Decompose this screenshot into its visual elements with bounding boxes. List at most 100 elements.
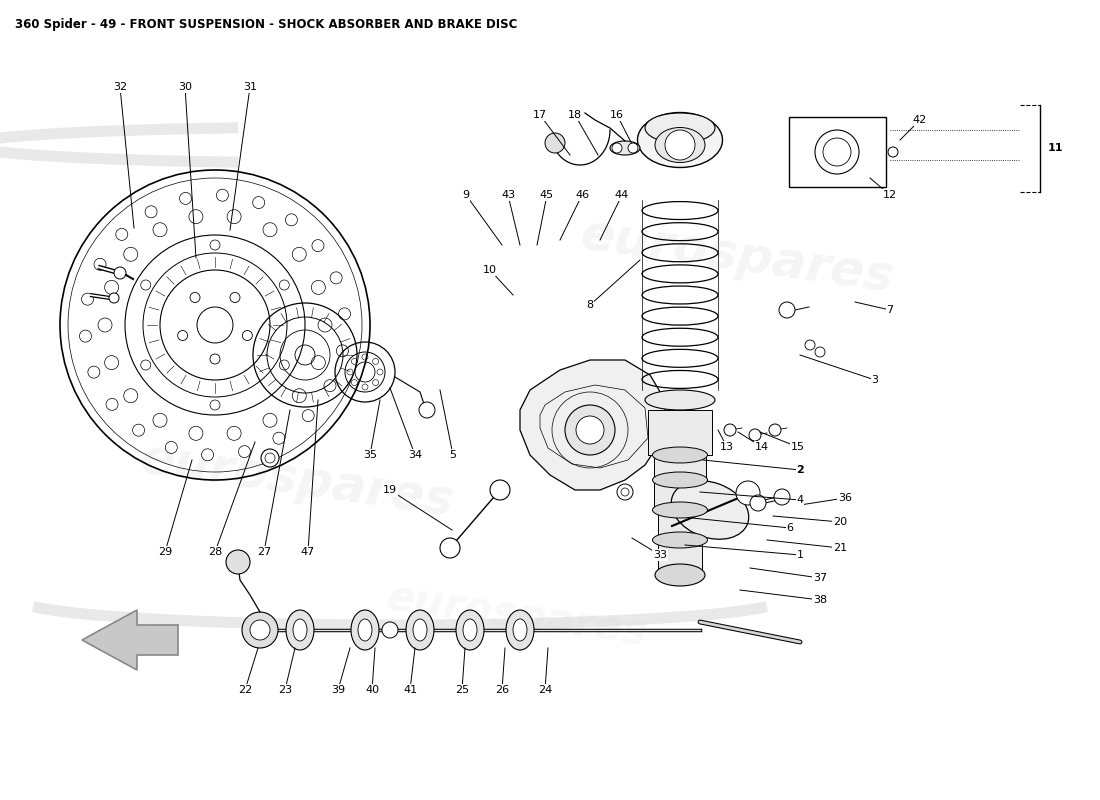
- Ellipse shape: [513, 619, 527, 641]
- Text: 34: 34: [408, 450, 422, 460]
- Polygon shape: [82, 610, 178, 670]
- Circle shape: [114, 267, 126, 279]
- Text: 10: 10: [483, 265, 497, 275]
- Text: 41: 41: [403, 685, 417, 695]
- Polygon shape: [520, 360, 666, 490]
- Circle shape: [815, 347, 825, 357]
- Text: 13: 13: [720, 442, 734, 452]
- Text: 24: 24: [538, 685, 552, 695]
- Text: 47: 47: [301, 547, 315, 557]
- Text: 40: 40: [365, 685, 380, 695]
- Text: 23: 23: [278, 685, 293, 695]
- Text: 31: 31: [243, 82, 257, 92]
- Text: 29: 29: [158, 547, 172, 557]
- Text: 6: 6: [786, 523, 793, 533]
- Text: 2: 2: [796, 465, 804, 475]
- Ellipse shape: [506, 610, 534, 650]
- Ellipse shape: [412, 619, 427, 641]
- Ellipse shape: [638, 113, 723, 167]
- Ellipse shape: [652, 447, 707, 463]
- Text: 3: 3: [871, 375, 879, 385]
- Text: 360 Spider - 49 - FRONT SUSPENSION - SHOCK ABSORBER AND BRAKE DISC: 360 Spider - 49 - FRONT SUSPENSION - SHO…: [15, 18, 517, 31]
- Circle shape: [419, 402, 435, 418]
- Circle shape: [242, 330, 252, 341]
- Text: 8: 8: [586, 300, 594, 310]
- Text: 7: 7: [887, 305, 893, 315]
- Ellipse shape: [351, 610, 380, 650]
- Polygon shape: [648, 410, 712, 455]
- Circle shape: [210, 354, 220, 364]
- Text: 26: 26: [495, 685, 509, 695]
- Text: 36: 36: [838, 493, 853, 503]
- Text: 1: 1: [796, 550, 803, 560]
- Circle shape: [612, 143, 621, 153]
- Circle shape: [178, 330, 188, 341]
- Text: 17: 17: [532, 110, 547, 120]
- Circle shape: [805, 340, 815, 350]
- Text: 19: 19: [383, 485, 397, 495]
- Text: 25: 25: [455, 685, 469, 695]
- Text: 15: 15: [791, 442, 805, 452]
- Polygon shape: [658, 510, 702, 570]
- Text: 27: 27: [257, 547, 271, 557]
- Text: eurospares: eurospares: [384, 577, 650, 655]
- Circle shape: [242, 612, 278, 648]
- Ellipse shape: [645, 113, 715, 143]
- Text: 30: 30: [178, 82, 192, 92]
- Circle shape: [190, 293, 200, 302]
- Text: 18: 18: [568, 110, 582, 120]
- Text: 33: 33: [653, 550, 667, 560]
- Polygon shape: [654, 455, 706, 510]
- Ellipse shape: [406, 610, 434, 650]
- Ellipse shape: [293, 619, 307, 641]
- Text: 14: 14: [755, 442, 769, 452]
- Circle shape: [724, 424, 736, 436]
- Circle shape: [490, 480, 510, 500]
- Text: 22: 22: [238, 685, 252, 695]
- Circle shape: [261, 449, 279, 467]
- Circle shape: [544, 133, 565, 153]
- Text: 42: 42: [913, 115, 927, 125]
- Ellipse shape: [652, 502, 707, 518]
- Circle shape: [628, 143, 638, 153]
- Circle shape: [769, 424, 781, 436]
- Circle shape: [226, 550, 250, 574]
- Ellipse shape: [654, 127, 705, 162]
- Circle shape: [250, 620, 270, 640]
- Text: 21: 21: [833, 543, 847, 553]
- Ellipse shape: [610, 141, 640, 155]
- Circle shape: [565, 405, 615, 455]
- Ellipse shape: [671, 481, 749, 539]
- Text: eurospares: eurospares: [138, 434, 456, 526]
- Text: 11: 11: [1048, 143, 1064, 153]
- Text: 12: 12: [883, 190, 898, 200]
- Circle shape: [666, 130, 695, 160]
- Ellipse shape: [463, 619, 477, 641]
- Circle shape: [382, 622, 398, 638]
- Text: 9: 9: [462, 190, 470, 200]
- Ellipse shape: [358, 619, 372, 641]
- Text: 28: 28: [208, 547, 222, 557]
- Circle shape: [265, 453, 275, 463]
- Circle shape: [736, 481, 760, 505]
- Text: 37: 37: [813, 573, 827, 583]
- Ellipse shape: [654, 564, 705, 586]
- Circle shape: [617, 484, 632, 500]
- Circle shape: [750, 495, 766, 511]
- Text: 32: 32: [113, 82, 128, 92]
- Circle shape: [749, 429, 761, 441]
- Circle shape: [779, 302, 795, 318]
- Text: 43: 43: [500, 190, 515, 200]
- Text: 45: 45: [540, 190, 554, 200]
- Circle shape: [774, 489, 790, 505]
- Text: 39: 39: [331, 685, 345, 695]
- Circle shape: [230, 293, 240, 302]
- Text: 16: 16: [610, 110, 624, 120]
- Circle shape: [576, 416, 604, 444]
- Text: 20: 20: [833, 517, 847, 527]
- Text: 38: 38: [813, 595, 827, 605]
- Circle shape: [621, 488, 629, 496]
- Ellipse shape: [652, 472, 707, 488]
- Circle shape: [440, 538, 460, 558]
- Text: 46: 46: [575, 190, 590, 200]
